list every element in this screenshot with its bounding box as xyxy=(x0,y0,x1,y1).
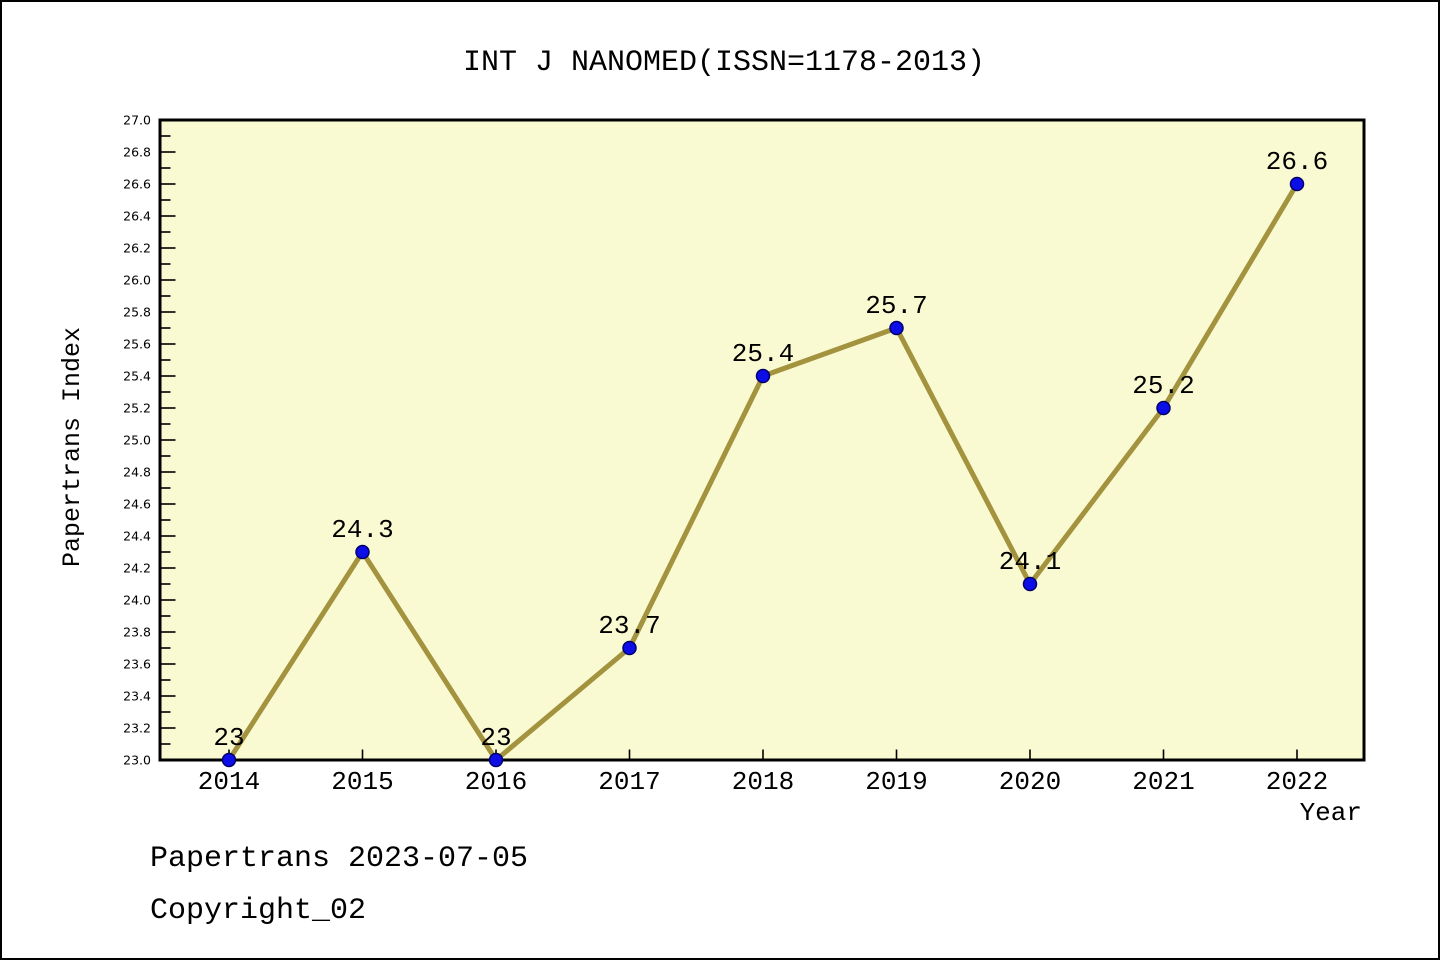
plot-area xyxy=(158,118,1366,762)
data-point-labels: 23 24.3 23 23.7 25.4 25.7 24.1 25.2 26.6 xyxy=(213,147,1328,753)
y-tick-label: 24.2 xyxy=(123,561,151,576)
data-point xyxy=(622,640,637,656)
x-tick-label: 2017 xyxy=(598,767,660,797)
x-tick-label: 2015 xyxy=(331,767,393,797)
data-point-label: 25.4 xyxy=(732,339,794,369)
data-point xyxy=(1289,176,1305,192)
data-point xyxy=(1022,576,1038,592)
y-tick-label: 26.0 xyxy=(123,273,151,288)
x-tick-label: 2020 xyxy=(999,767,1061,797)
y-tick-label: 27.0 xyxy=(123,113,151,128)
x-axis-ticks: 2014 2015 2016 2017 2018 2019 2020 2021 2022 xyxy=(198,749,1328,797)
y-tick-label: 26.4 xyxy=(123,209,151,224)
x-tick-label: 2018 xyxy=(732,767,794,797)
y-tick-label: 25.8 xyxy=(123,305,151,320)
data-point xyxy=(488,752,504,768)
y-tick-label: 25.0 xyxy=(123,433,151,448)
y-tick-label: 23.4 xyxy=(123,689,151,704)
data-point-label: 25.7 xyxy=(865,291,927,321)
chart-title: INT J NANOMED(ISSN=1178-2013) xyxy=(463,46,985,80)
footer-date: Papertrans 2023-07-05 xyxy=(150,842,528,876)
data-point-label: 23 xyxy=(213,723,244,753)
y-tick-label: 24.4 xyxy=(123,529,151,544)
y-tick-label: 23.6 xyxy=(123,657,151,672)
data-point xyxy=(221,752,237,768)
data-point-label: 24.1 xyxy=(999,547,1061,577)
y-tick-label: 26.6 xyxy=(123,177,151,192)
y-tick-label: 26.2 xyxy=(123,241,151,256)
y-axis-title: Papertrans Index xyxy=(58,327,87,567)
data-point-label: 24.3 xyxy=(331,515,393,545)
data-point xyxy=(355,544,370,560)
data-point-label: 23 xyxy=(480,723,511,753)
y-tick-label: 24.6 xyxy=(123,497,151,512)
y-axis-ticks: 23.0 23.2 23.4 23.6 23.8 24.0 24.2 24.4 24.6 24.8… xyxy=(123,113,176,768)
y-tick-label: 23.8 xyxy=(123,625,151,640)
y-tick-label: 23.2 xyxy=(123,721,151,736)
footer-copyright: Copyright_02 xyxy=(150,894,366,928)
y-tick-label: 25.4 xyxy=(123,369,151,384)
data-point xyxy=(1156,400,1171,416)
data-series xyxy=(221,176,1305,768)
y-tick-label: 24.8 xyxy=(123,465,151,480)
x-tick-label: 2014 xyxy=(198,767,260,797)
y-tick-label: 26.8 xyxy=(123,145,151,160)
data-point-label: 23.7 xyxy=(598,611,660,641)
y-tick-label: 23.0 xyxy=(123,753,151,768)
data-point xyxy=(755,368,771,384)
y-tick-label: 25.2 xyxy=(123,401,151,416)
x-tick-label: 2021 xyxy=(1132,767,1194,797)
x-tick-label: 2016 xyxy=(465,767,527,797)
x-tick-label: 2019 xyxy=(865,767,927,797)
data-point xyxy=(889,320,904,336)
data-point-label: 26.6 xyxy=(1266,147,1328,177)
x-tick-label: 2022 xyxy=(1266,767,1328,797)
x-axis-title: Year xyxy=(1300,798,1362,828)
data-point-label: 25.2 xyxy=(1132,371,1194,401)
y-tick-label: 24.0 xyxy=(123,593,151,608)
y-tick-label: 25.6 xyxy=(123,337,151,352)
